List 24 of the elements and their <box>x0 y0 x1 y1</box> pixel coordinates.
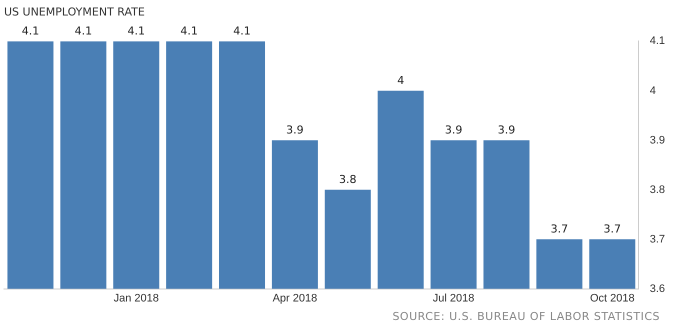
x-tick-label: Apr 2018 <box>272 292 318 304</box>
x-tick-label: Jan 2018 <box>114 292 159 304</box>
x-tick-label: Jul 2018 <box>432 292 474 304</box>
x-tick-label: Oct 2018 <box>590 292 635 304</box>
data-label: 4.1 <box>127 24 145 38</box>
y-tick-label: 3.8 <box>650 184 666 196</box>
data-label: 3.7 <box>604 222 622 236</box>
data-label: 4.1 <box>233 24 251 38</box>
data-label: 4 <box>397 74 404 88</box>
y-tick-label: 4.1 <box>650 35 666 48</box>
y-tick-label: 3.6 <box>650 282 666 295</box>
data-label: 3.9 <box>444 124 462 137</box>
data-label: 4.1 <box>74 24 92 38</box>
y-tick-label: 3.9 <box>650 134 666 146</box>
y-tick-label: 3.7 <box>650 233 666 246</box>
data-label: 4.1 <box>22 24 40 38</box>
data-label: 3.7 <box>550 222 568 236</box>
data-label: 3.9 <box>498 124 516 137</box>
source-note: SOURCE: U.S. BUREAU OF LABOR STATISTICS <box>392 310 660 323</box>
y-tick-label: 4 <box>650 84 656 97</box>
data-label: 3.9 <box>286 124 304 137</box>
chart-title: US UNEMPLOYMENT RATE <box>4 5 145 18</box>
data-label: 4.1 <box>180 24 198 38</box>
data-label: 3.8 <box>339 173 357 186</box>
